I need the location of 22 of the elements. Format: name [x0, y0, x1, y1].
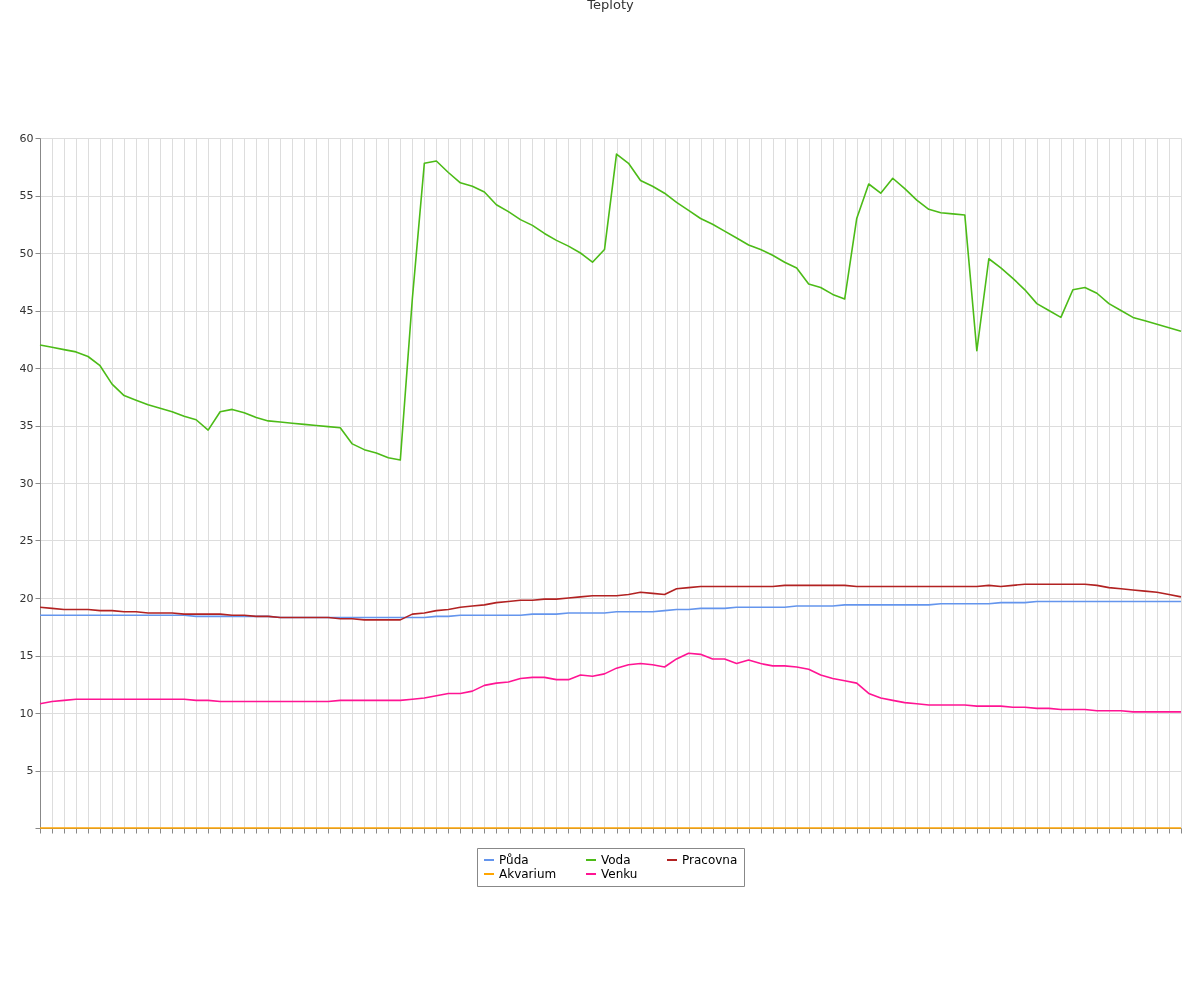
- legend-label: Pracovna: [682, 853, 738, 867]
- line-series: [39, 600, 1182, 619]
- y-tick-label: 25: [19, 534, 34, 547]
- line-series: [39, 652, 1182, 713]
- y-tick-label: 15: [19, 649, 34, 662]
- y-tick-label: 50: [19, 246, 34, 260]
- legend-label: Voda: [601, 853, 631, 867]
- y-tick-label: 5: [26, 764, 34, 777]
- y-tick-label: 10: [19, 706, 34, 720]
- legend-label: Venku: [601, 867, 638, 881]
- y-tick-label: 45: [19, 304, 34, 317]
- y-tick-label: 40: [19, 361, 34, 375]
- y-tick-label: 55: [19, 189, 34, 202]
- line-series: [39, 153, 1182, 461]
- chart-title: Teploty: [586, 0, 634, 12]
- legend-label: Půda: [499, 853, 529, 867]
- y-tick-label: 35: [19, 419, 34, 432]
- y-tick-label: 20: [19, 591, 34, 605]
- legend-label: Akvarium: [499, 867, 557, 881]
- line-series: [39, 583, 1182, 621]
- y-tick-label: 60: [19, 131, 34, 145]
- y-tick-label: 30: [19, 476, 34, 490]
